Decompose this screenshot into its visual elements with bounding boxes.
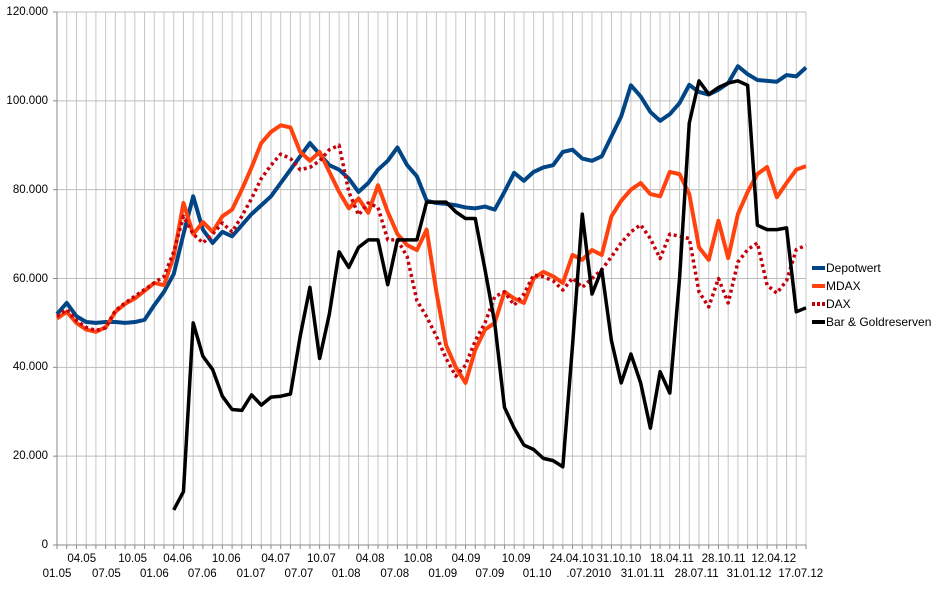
series-line-bar-goldreserven[interactable] xyxy=(172,79,807,511)
x-axis-tick-label: 07.07 xyxy=(284,568,314,580)
legend-label: Bar & Goldreserven xyxy=(826,315,932,329)
y-axis-tick-label: 120.000 xyxy=(6,6,48,18)
legend-item-bar-goldreserven[interactable]: Bar & Goldreserven xyxy=(812,313,931,331)
x-axis-tick-label: 04.06 xyxy=(163,553,192,565)
chart-legend: Depotwert MDAX DAX Bar & Goldreserven xyxy=(812,259,931,331)
legend-label: MDAX xyxy=(826,279,861,293)
series-line-mdax[interactable] xyxy=(55,123,807,385)
x-axis-tick-label: 01.07 xyxy=(236,568,266,580)
x-axis-tick-label: .07.2010 xyxy=(566,568,612,580)
x-axis-tick-label: 31.01.11 xyxy=(620,568,665,580)
x-axis-tick-label: 12.04.12 xyxy=(751,553,797,565)
y-axis-tick-label: 0 xyxy=(41,539,48,551)
x-axis-tick-label: 10.09 xyxy=(501,553,531,565)
x-axis-tick-label: 01.08 xyxy=(331,568,361,580)
y-axis-tick-label: 60.000 xyxy=(12,272,48,285)
x-axis-tick-label: 24.04.10 xyxy=(549,553,595,565)
x-axis-tick-label: 07.09 xyxy=(475,568,505,580)
x-axis-tick-label: 31.10.10 xyxy=(596,553,642,565)
y-axis-tick-label: 80.000 xyxy=(12,183,48,196)
legend-item-depotwert[interactable]: Depotwert xyxy=(812,259,931,277)
x-axis-tick-label: 04.08 xyxy=(355,553,385,565)
x-axis-tick-label: 01.10 xyxy=(522,568,552,580)
legend-swatch-icon xyxy=(812,284,825,288)
legend-swatch-icon xyxy=(812,320,825,324)
legend-item-dax[interactable]: DAX xyxy=(812,295,931,313)
x-axis-tick-label: 31.01.12 xyxy=(726,568,772,580)
x-axis-tick-label: 10.08 xyxy=(403,553,433,565)
x-axis-tick-label: 04.07 xyxy=(261,553,291,565)
x-axis-tick-label: 01.09 xyxy=(428,568,458,580)
x-axis-tick-label: 28.07.11 xyxy=(674,568,719,580)
legend-swatch-icon xyxy=(812,302,825,306)
x-axis-tick-label: 04.09 xyxy=(451,553,481,565)
y-axis-tick-label: 40.000 xyxy=(12,361,48,374)
x-axis-tick-label: 10.05 xyxy=(118,553,148,565)
x-axis-tick-label: 10.07 xyxy=(307,553,336,565)
x-axis-tick-label: 10.06 xyxy=(211,553,241,565)
x-axis-tick-label: 07.08 xyxy=(380,568,410,580)
x-axis-tick-label: 07.06 xyxy=(187,568,217,580)
x-axis-tick-label: 17.07.12 xyxy=(778,568,824,580)
legend-swatch-icon xyxy=(812,266,825,270)
x-axis-tick-label: 01.05 xyxy=(42,568,72,580)
x-axis-tick-label: 18.04.11 xyxy=(649,553,694,565)
y-axis-tick-label: 100.000 xyxy=(6,94,48,107)
x-axis-tick-label: 04.05 xyxy=(67,553,97,565)
legend-item-mdax[interactable]: MDAX xyxy=(812,277,931,295)
x-axis-tick-label: 01.06 xyxy=(139,568,169,580)
x-axis-tick-label: 07.05 xyxy=(92,568,121,580)
legend-label: DAX xyxy=(826,297,851,311)
y-axis-tick-label: 20.000 xyxy=(12,450,48,463)
x-axis-tick-label: 28.10.11 xyxy=(701,553,746,565)
legend-label: Depotwert xyxy=(826,261,881,275)
